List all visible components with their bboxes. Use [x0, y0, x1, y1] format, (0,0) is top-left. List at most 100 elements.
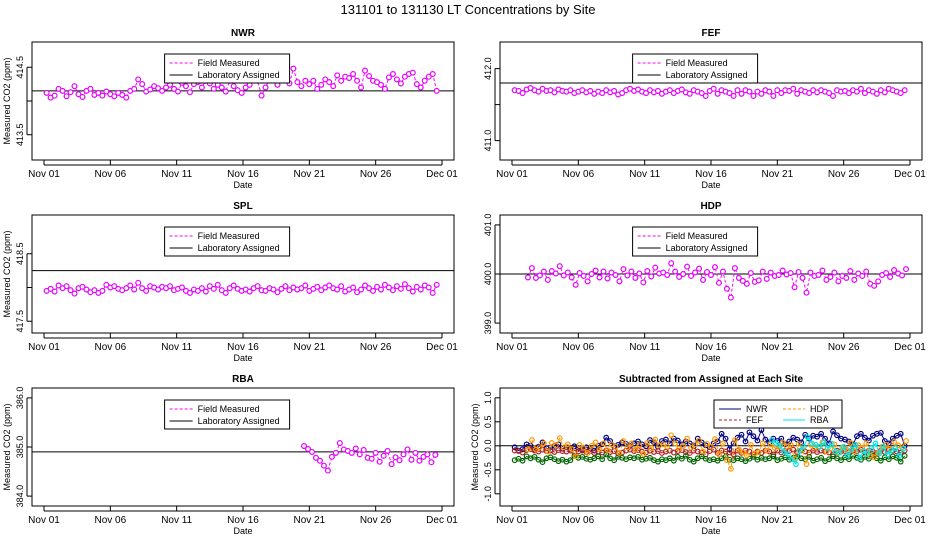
data-point [540, 268, 547, 275]
data-point-spl [742, 458, 749, 465]
data-point-nwr [858, 430, 864, 437]
data-point [79, 93, 86, 100]
data-point [779, 267, 786, 274]
data-point-hdp [823, 448, 830, 455]
data-point [678, 86, 685, 93]
data-point [433, 87, 440, 94]
data-point [851, 276, 858, 283]
data-point [198, 285, 205, 292]
data-point [710, 85, 717, 92]
data-point [103, 281, 110, 288]
data-point [611, 87, 618, 94]
data-point [354, 289, 361, 296]
x-tick-label: Nov 16 [227, 342, 259, 353]
data-point-nwr [722, 435, 729, 442]
data-point [155, 286, 162, 293]
data-point [676, 273, 683, 280]
x-tick-label: Nov 21 [761, 342, 793, 353]
data-point [636, 270, 643, 277]
y-tick-label: 411.0 [483, 130, 493, 152]
data-point-rba [773, 440, 779, 446]
data-point [294, 79, 301, 86]
data-point [567, 87, 574, 94]
legend: Field Measured Laboratory Assigned [164, 226, 291, 257]
data-point-nwr [762, 436, 769, 443]
data-point-rba [781, 448, 787, 455]
data-point [99, 287, 106, 294]
data-point [847, 268, 854, 275]
panel-subtracted: Subtracted from Assigned at Each Site Nov… [470, 374, 926, 536]
data-point [552, 270, 559, 277]
data-point [206, 283, 213, 290]
data-point-hdp [795, 440, 802, 447]
data-point [397, 285, 404, 292]
data-point [324, 467, 331, 474]
data-point-hdp [743, 452, 750, 459]
data-point [723, 285, 730, 292]
x-tick-label: Nov 11 [161, 515, 192, 526]
data-point [830, 93, 837, 99]
data-point-nwr [861, 434, 868, 441]
data-point [103, 88, 110, 95]
x-tick-label: Nov 26 [828, 515, 860, 526]
data-point-hdp [688, 444, 694, 451]
data-point-nwr [718, 430, 725, 437]
data-point [421, 77, 428, 84]
data-point [322, 76, 329, 83]
data-point-rba [824, 445, 831, 452]
x-tick-label: Nov 06 [562, 515, 594, 526]
data-point [887, 273, 894, 280]
data-point [210, 285, 217, 292]
data-point-spl [770, 453, 777, 460]
data-point-rba [852, 441, 859, 448]
legend-box [632, 53, 759, 84]
data-point [306, 81, 313, 88]
x-tick-label: Nov 11 [629, 169, 660, 180]
y-axis-label: Measured CO2 (ppm) [2, 230, 12, 317]
data-point [704, 269, 710, 275]
x-tick-label: Nov 06 [94, 169, 126, 180]
y-tick-label: 385.0 [15, 436, 25, 459]
data-point [328, 453, 335, 460]
x-tick-label: Nov 16 [227, 169, 259, 180]
data-point [758, 90, 765, 97]
data-point-hdp [787, 441, 794, 448]
data-point [298, 83, 305, 90]
x-tick-label: Nov 01 [496, 342, 528, 353]
legend-label: Laboratory Assigned [666, 243, 748, 253]
data-point [230, 282, 237, 289]
data-point [680, 271, 687, 277]
x-axis-label: Date [701, 353, 720, 363]
legend-label: Field Measured [198, 404, 260, 414]
legend-label: Field Measured [198, 231, 260, 241]
data-point-hdp [552, 442, 559, 449]
x-tick-label: Nov 01 [496, 515, 528, 526]
y-tick-label: -1.0 [483, 486, 493, 502]
data-point-spl [806, 453, 813, 460]
panel-title: FEF [702, 28, 721, 39]
data-point [358, 84, 365, 91]
data-point-hdp [847, 440, 854, 446]
data-point [131, 85, 138, 92]
data-point [568, 274, 575, 281]
data-point [123, 285, 130, 292]
data-point [198, 84, 205, 91]
data-point-spl [655, 458, 661, 465]
data-point [698, 90, 705, 97]
data-point-rba [804, 434, 811, 441]
data-point [226, 285, 233, 292]
x-tick-label: Nov 16 [695, 342, 727, 353]
data-point-rba [896, 452, 903, 459]
data-point [643, 90, 649, 97]
data-point-nwr [603, 434, 610, 441]
data-point [684, 263, 691, 270]
data-point-rba [840, 443, 847, 450]
data-point [735, 274, 742, 281]
data-point [51, 288, 58, 295]
data-point-fef [519, 449, 526, 456]
data-point [524, 274, 531, 281]
data-point-rba [876, 450, 883, 457]
y-tick-label: 418.5 [15, 242, 25, 265]
data-point [334, 72, 341, 79]
data-point [393, 283, 400, 290]
